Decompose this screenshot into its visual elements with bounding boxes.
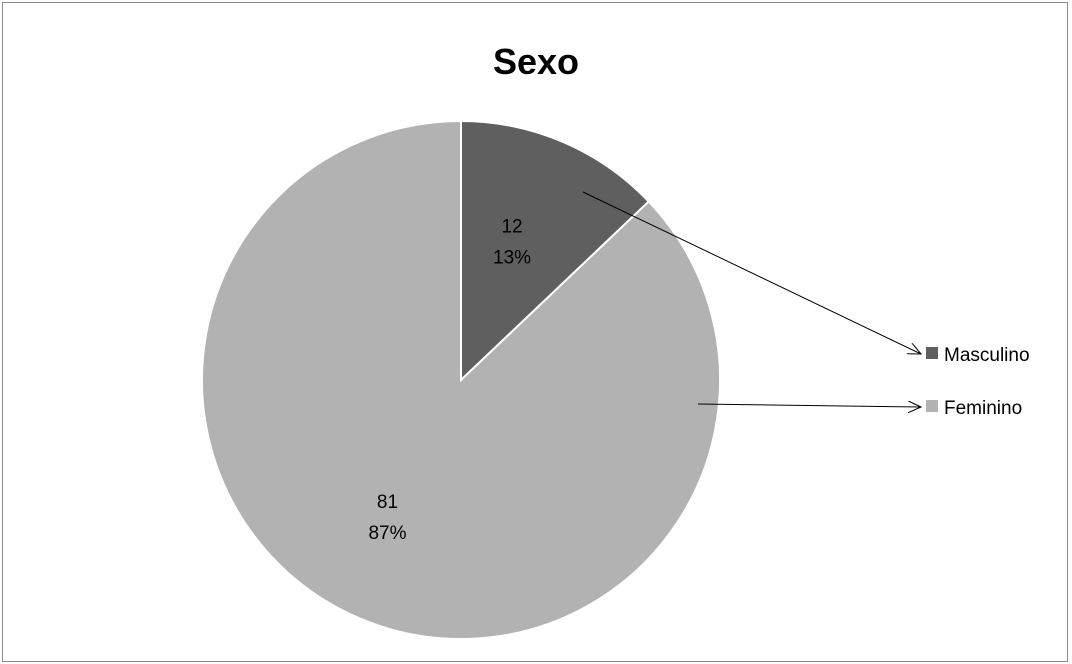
data-label-percent: 13% [493,247,531,268]
leader-arrow-masculino [582,191,921,354]
data-label-value: 12 [501,216,522,237]
legend-label-masculino: Masculino [944,345,1030,366]
leader-arrow-feminino [697,404,921,407]
legend-swatch-masculino [926,347,938,359]
pie-slice-feminino [201,119,721,640]
data-label-value: 81 [377,492,398,513]
chart-title: Sexo [492,41,580,82]
legend-swatch-feminino [926,400,938,412]
pie-slice-masculino [460,119,651,383]
data-label-percent: 87% [368,523,406,544]
legend-label-feminino: Feminino [944,398,1022,419]
